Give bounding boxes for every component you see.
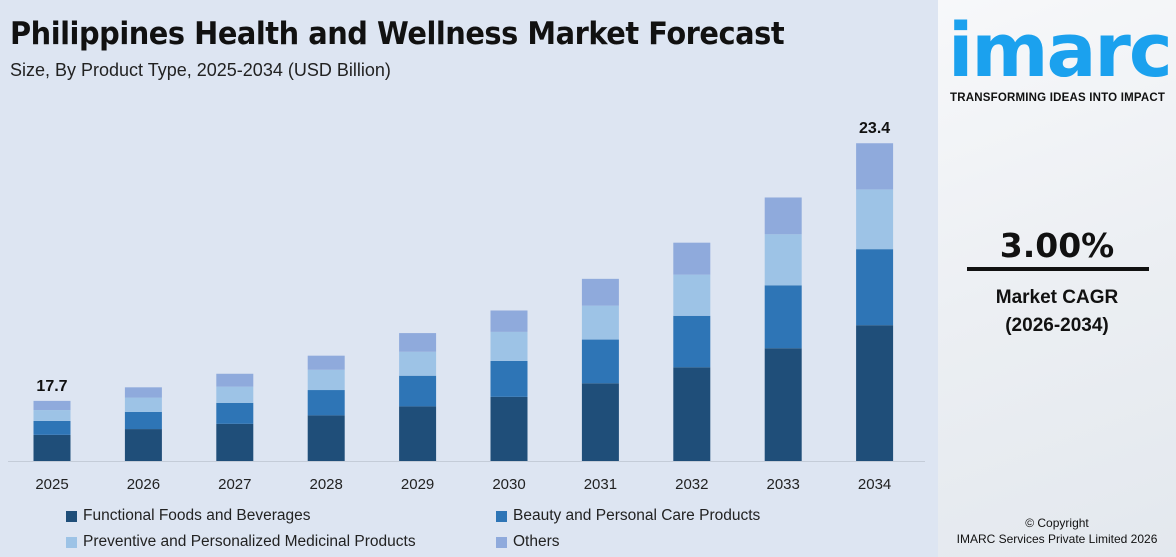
bar-segment-2033-1	[764, 285, 802, 349]
bar-segment-2025-0	[33, 434, 71, 461]
bar-segment-2029-2	[399, 351, 437, 376]
cagr-label-text: Market CAGR	[995, 287, 1119, 308]
bar-segment-2026-3	[124, 387, 162, 398]
cagr-period: (2026-2034)	[1005, 315, 1109, 336]
legend-item-beauty: Beauty and Personal Care Products	[496, 507, 760, 525]
bar-segment-2033-3	[764, 197, 802, 235]
x-tick-label: 2025	[35, 476, 68, 493]
legend-item-preventive: Preventive and Personalized Medicinal Pr…	[66, 533, 416, 551]
legend-swatch	[66, 536, 77, 548]
bar-segment-2033-0	[764, 348, 802, 461]
bar-segment-2026-1	[124, 411, 162, 430]
legend-item-others: Others	[496, 533, 560, 551]
total-label: 17.7	[36, 378, 67, 395]
cagr-value: 3.00%	[999, 226, 1115, 265]
bar-segment-2031-0	[581, 383, 619, 461]
bar-segment-2032-1	[673, 315, 711, 368]
legend-item-functional: Functional Foods and Beverages	[66, 507, 310, 525]
legend-label: Others	[513, 533, 560, 550]
bar-segment-2028-2	[307, 369, 345, 391]
bar-segment-2030-1	[490, 360, 528, 397]
bar-segment-2034-1	[856, 249, 894, 326]
bar-segment-2025-2	[33, 410, 71, 421]
bar-segment-2028-3	[307, 355, 345, 370]
bar-segment-2031-1	[581, 339, 619, 384]
bar-segment-2033-2	[764, 234, 802, 286]
page-subtitle: Size, By Product Type, 2025-2034 (USD Bi…	[10, 60, 391, 80]
bar-segment-2027-1	[216, 402, 254, 424]
x-tick-label: 2031	[584, 476, 617, 493]
x-tick-label: 2033	[767, 476, 800, 493]
bar-segment-2026-0	[124, 429, 162, 461]
company-name: IMARC Services Private Limited 2026	[956, 532, 1158, 546]
stacked-bar-chart: 2025 17.7 2026 2027 2028 2029 2030 2031 2032 2033…	[8, 120, 925, 493]
legend-swatch	[66, 510, 77, 522]
bar-segment-2028-0	[307, 415, 345, 461]
bar-segment-2034-2	[856, 189, 894, 250]
copyright-text: © Copyright	[1025, 516, 1089, 530]
bar-segment-2030-0	[490, 396, 528, 461]
info-panel: imarc TRANSFORMING IDEAS INTO IMPACT 3.0…	[938, 0, 1176, 557]
x-tick-label: 2030	[492, 476, 525, 493]
x-tick-label: 2027	[218, 476, 251, 493]
page-title: Philippines Health and Wellness Market F…	[10, 16, 785, 52]
bar-segment-2032-3	[673, 242, 711, 275]
legend-label: Functional Foods and Beverages	[83, 507, 311, 524]
legend-label: Preventive and Personalized Medicinal Pr…	[83, 533, 416, 550]
x-tick-label: 2028	[310, 476, 343, 493]
legend-swatch	[496, 536, 507, 548]
bar-segment-2032-0	[673, 367, 711, 461]
x-tick-label: 2034	[858, 476, 891, 493]
x-tick-label: 2029	[401, 476, 434, 493]
bar-segment-2027-3	[216, 373, 254, 387]
bar-segment-2028-1	[307, 390, 345, 416]
bar-segment-2027-2	[216, 386, 254, 403]
total-label: 23.4	[859, 120, 890, 137]
chart-panel: Philippines Health and Wellness Market F…	[8, 16, 925, 551]
divider	[967, 267, 1149, 271]
brand-tagline: TRANSFORMING IDEAS INTO IMPACT	[950, 92, 1166, 104]
x-tick-label: 2032	[675, 476, 708, 493]
bar-segment-2025-3	[33, 400, 71, 411]
imarc-logo: imarc	[948, 8, 1173, 94]
bar-segment-2025-1	[33, 420, 71, 435]
legend-swatch	[496, 510, 507, 522]
bar-segment-2031-3	[581, 278, 619, 306]
bar-segment-2029-0	[399, 406, 437, 461]
bar-segment-2030-3	[490, 310, 528, 332]
bar-segment-2027-0	[216, 423, 254, 461]
legend-label: Beauty and Personal Care Products	[513, 507, 761, 524]
bar-segment-2032-2	[673, 274, 711, 316]
bar-segment-2029-1	[399, 375, 437, 407]
copyright: © Copyright IMARC Services Private Limit…	[938, 515, 1176, 547]
bar-segment-2034-3	[856, 143, 894, 190]
bar-segment-2026-2	[124, 397, 162, 412]
bar-segment-2029-3	[399, 333, 437, 352]
bar-segment-2034-0	[856, 325, 894, 461]
bar-segment-2030-2	[490, 331, 528, 361]
cagr-label: Market CAGR (2026-2034)	[938, 284, 1176, 340]
bar-segment-2031-2	[581, 305, 619, 340]
x-tick-label: 2026	[127, 476, 160, 493]
